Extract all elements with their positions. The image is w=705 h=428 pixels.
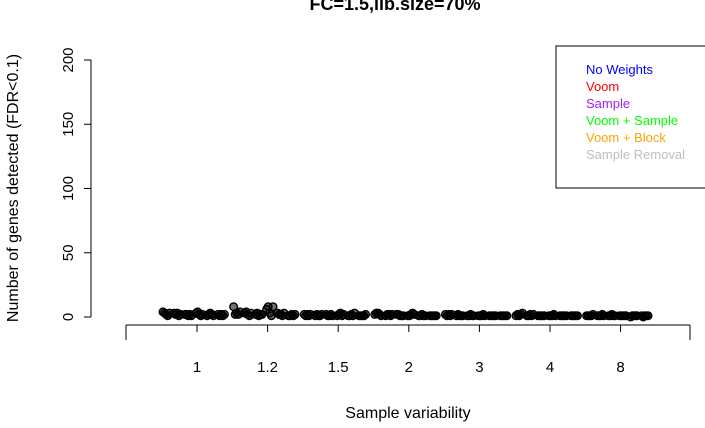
data-point [387,309,397,319]
x-tick-label: 8 [616,359,624,376]
data-point [328,311,338,321]
data-point [197,309,207,319]
data-point [350,308,360,318]
y-tick-label: 200 [60,47,77,72]
x-tick-label: 1.5 [328,359,349,376]
data-points [158,302,653,322]
legend-entry: No Weights [586,62,653,77]
data-point [290,309,300,319]
data-point [219,309,229,319]
data-point [572,311,582,321]
x-tick-label: 1 [193,359,201,376]
data-point [632,311,642,321]
data-point [175,309,185,319]
legend-entry: Sample [586,96,630,111]
legend-box [555,45,705,189]
data-point [306,309,316,319]
data-point [235,307,245,317]
data-point [339,309,349,319]
legend-entry: Voom [586,79,619,94]
x-tick-label: 1.2 [257,359,278,376]
data-point [317,309,327,319]
legend: No Weights Voom Sample Voom + Sample Voom + … [555,45,705,189]
data-point [246,308,256,318]
data-point [266,311,276,321]
data-point [528,309,538,319]
data-point [268,302,278,312]
y-tick-label: 100 [60,176,77,201]
y-tick-label: 0 [60,313,77,321]
data-point [480,311,490,321]
data-point [409,309,419,319]
y-tick-label: 50 [60,244,77,261]
data-point [376,311,386,321]
y-tick-label: 150 [60,112,77,137]
x-axis-title: Sample variability [345,405,470,422]
data-point [279,308,289,318]
x-tick-label: 3 [475,359,483,376]
legend-entry: Voom + Block [586,130,666,145]
data-point [458,311,468,321]
legend-entry: Sample Removal [586,147,685,162]
data-point [502,311,512,321]
data-point [431,311,441,321]
data-point [447,309,457,319]
y-axis-title: Number of genes detected (FDR<0.1) [5,54,22,322]
data-point [599,311,609,321]
y-axis: 0 50 100 150 200 [60,47,92,321]
data-point [517,308,527,318]
x-tick-label: 4 [546,359,554,376]
data-point [469,311,479,321]
data-point [164,308,174,318]
data-point [550,311,560,321]
data-point [361,309,371,319]
chart-title: FC=1.5,lib.size=70% [309,0,480,14]
data-point [610,311,620,321]
data-point [621,311,631,321]
data-point [420,311,430,321]
x-axis: 1 1.2 1.5 2 3 4 8 [125,324,691,376]
data-point [588,309,598,319]
data-point [186,311,196,321]
legend-entry: Voom + Sample [586,113,678,128]
x-tick-label: 2 [405,359,413,376]
data-point [208,311,218,321]
data-point [257,309,267,319]
data-point [398,311,408,321]
data-point [643,311,653,321]
data-point [491,311,501,321]
data-point [539,311,549,321]
data-point [561,311,571,321]
